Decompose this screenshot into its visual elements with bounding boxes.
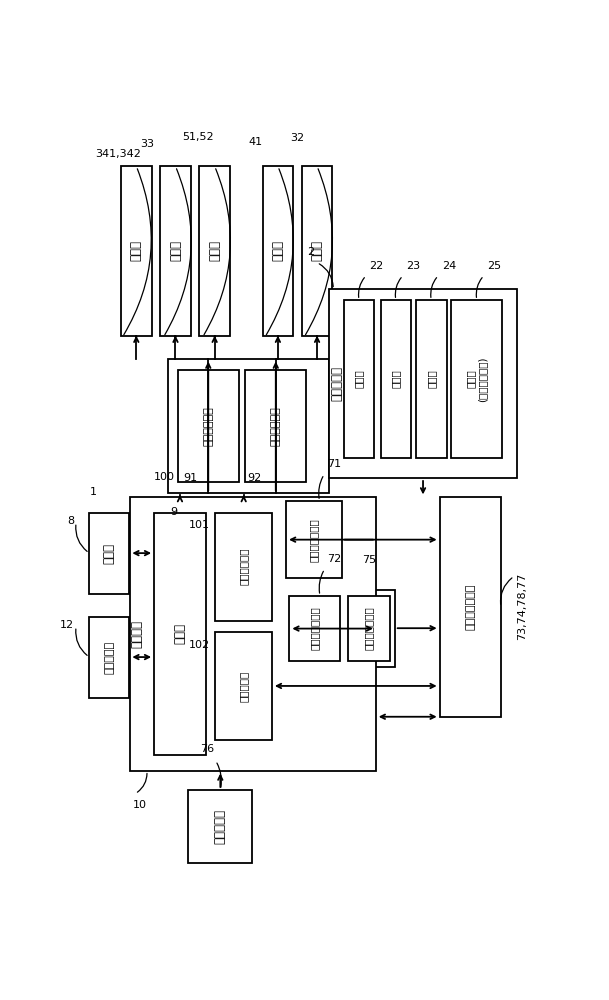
Text: 纸张检测传感器: 纸张检测传感器: [309, 518, 319, 562]
Bar: [245, 370, 306, 482]
Bar: [416, 300, 446, 458]
Text: 32: 32: [290, 133, 304, 143]
Bar: [381, 300, 411, 458]
Bar: [216, 513, 272, 620]
Text: 控制单元: 控制单元: [130, 620, 144, 648]
Text: 2: 2: [308, 247, 314, 257]
Text: 100: 100: [154, 472, 175, 482]
Bar: [451, 300, 502, 458]
Bar: [440, 497, 501, 717]
Text: 91: 91: [184, 473, 198, 483]
Text: 纸张检测传感器: 纸张检测传感器: [364, 607, 374, 650]
Text: 鼓马达: 鼓马达: [103, 543, 116, 564]
Text: 阻却传感器: 阻却传感器: [214, 809, 227, 844]
Bar: [121, 166, 152, 336]
Bar: [343, 300, 375, 458]
Text: 92: 92: [247, 473, 262, 483]
Text: 76: 76: [200, 744, 214, 754]
Text: 显影部: 显影部: [426, 370, 436, 388]
Text: 72: 72: [328, 554, 342, 564]
Bar: [178, 370, 239, 482]
Text: 102: 102: [189, 640, 209, 650]
Text: 第一驱动马达: 第一驱动马达: [203, 406, 213, 446]
Text: 曝光部: 曝光部: [391, 370, 401, 388]
Bar: [90, 513, 130, 594]
Text: 12: 12: [60, 620, 74, 630]
Text: 41: 41: [248, 137, 262, 147]
Text: 纸间隔算出部: 纸间隔算出部: [239, 548, 248, 585]
Bar: [160, 166, 191, 336]
Text: 带电部: 带电部: [354, 370, 364, 388]
Bar: [262, 166, 294, 336]
Bar: [130, 497, 376, 771]
Text: 运送辗: 运送辗: [311, 240, 323, 261]
Bar: [289, 596, 340, 661]
Text: 51,52: 51,52: [182, 132, 214, 142]
Text: 23: 23: [406, 261, 420, 271]
Text: 25: 25: [487, 261, 501, 271]
Text: 纸张检测传感器: 纸张检测传感器: [465, 584, 475, 630]
Bar: [329, 289, 518, 478]
Bar: [286, 590, 395, 667]
Text: 341,342: 341,342: [95, 148, 141, 158]
Text: 8: 8: [67, 516, 74, 526]
Bar: [199, 166, 230, 336]
Text: 供纸辗: 供纸辗: [272, 240, 284, 261]
Bar: [286, 501, 342, 578]
Bar: [90, 617, 130, 698]
Text: 10: 10: [133, 800, 147, 810]
Text: 9: 9: [171, 507, 178, 517]
Bar: [348, 596, 390, 661]
Text: 阻却辗: 阻却辗: [169, 240, 182, 261]
Text: 22: 22: [370, 261, 384, 271]
Text: 73,74,78,77: 73,74,78,77: [518, 572, 527, 640]
Text: 转印辗
(转印偏压装置): 转印辗 (转印偏压装置): [466, 356, 488, 402]
Bar: [168, 359, 329, 493]
Text: 75: 75: [362, 555, 376, 565]
Bar: [301, 166, 333, 336]
Text: 24: 24: [442, 261, 456, 271]
Text: 图像形成部: 图像形成部: [331, 366, 343, 401]
Text: 101: 101: [189, 520, 209, 530]
Text: 定影辗: 定影辗: [208, 240, 221, 261]
Bar: [188, 790, 252, 863]
Text: 差异算出部: 差异算出部: [239, 670, 248, 702]
Bar: [154, 513, 206, 755]
Text: 1: 1: [90, 487, 97, 497]
Text: 第二驱动马达: 第二驱动马达: [271, 406, 281, 446]
Text: 71: 71: [327, 459, 341, 469]
Text: 定影加热器: 定影加热器: [104, 641, 114, 674]
Bar: [216, 632, 272, 740]
Text: 纸张检测传感器: 纸张检测传感器: [310, 607, 320, 650]
Text: 转回辗: 转回辗: [130, 240, 143, 261]
Text: 控制部: 控制部: [174, 623, 186, 644]
Text: 33: 33: [140, 139, 154, 149]
